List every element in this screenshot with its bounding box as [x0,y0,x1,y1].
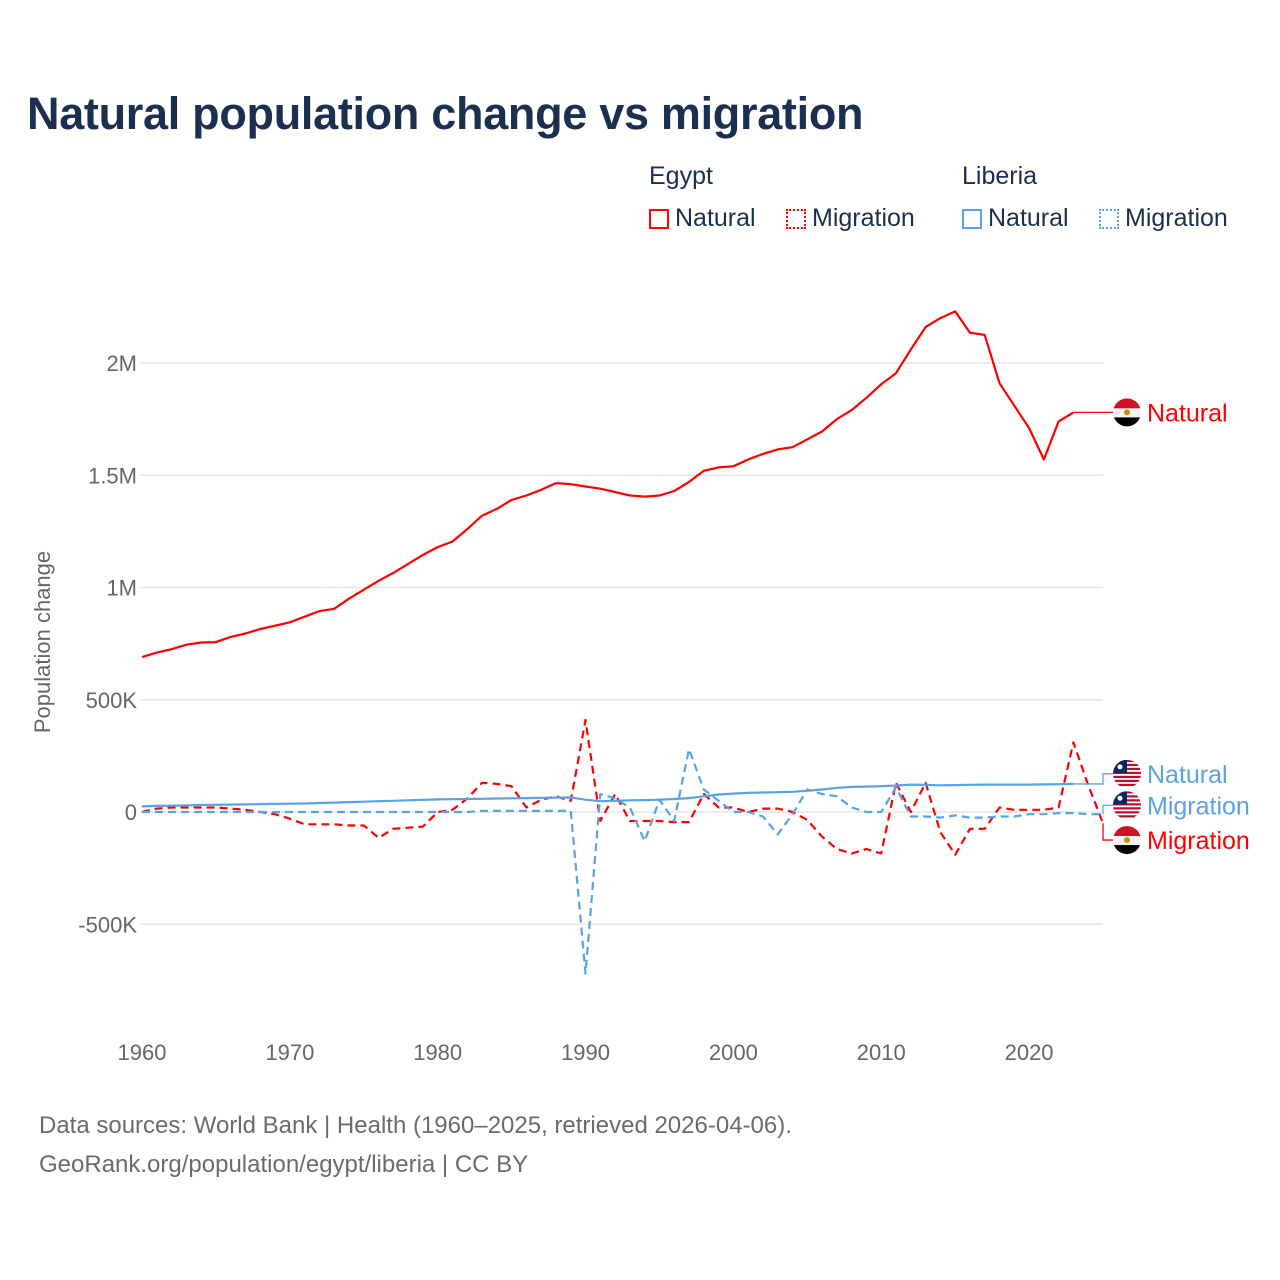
flag-body [1113,826,1141,855]
y-tick-label: 2M [106,351,137,376]
x-tick-label: 1980 [413,1040,462,1065]
series-line-liberia-natural [141,782,1074,808]
flag-body [1113,759,1141,787]
end-label: Migration [1147,827,1250,855]
legend-group-egypt: Egypt Natural Migration [649,162,915,232]
legend-swatch-dotted [786,208,806,229]
flag-stripe [1113,775,1141,779]
legend-group-title: Liberia [962,162,1038,190]
flag-stripe-red [1113,826,1141,837]
flag-stripe [1113,807,1141,810]
legend-swatch-solid [962,208,982,229]
flag-stripe [1113,779,1141,783]
end-label: Natural [1147,399,1228,427]
x-tick-label: 1990 [561,1040,610,1065]
flag-body [1113,791,1141,818]
series-line-egypt-migration [141,718,1105,856]
legend-swatch-solid [649,208,669,229]
egypt-flag-icon [1113,826,1141,855]
x-tick-label: 2020 [1005,1040,1054,1065]
flag-stripe [1113,771,1141,775]
series-line-liberia-migration [142,748,1103,975]
legend-item-liberia-natural[interactable]: Natural [962,204,1069,233]
end-label-connector [1102,804,1113,815]
legend-label: Natural [675,204,756,232]
end-label: Natural [1147,761,1228,789]
legend-label: Migration [812,204,915,232]
liberia-flag-icon [1113,791,1141,818]
end-label-connector [1102,823,1113,841]
y-axis-label: Population change [30,551,55,733]
footer-sources: Data sources: World Bank | Health (1960–… [39,1112,792,1139]
y-tick-label: 500K [86,688,138,713]
flag-stripe-red [1113,398,1141,409]
legend-item-egypt-natural[interactable]: Natural [649,204,756,233]
y-tick-label: 1M [106,576,137,601]
series-line-egypt-natural [141,310,1074,659]
x-tick-label: 2010 [857,1040,906,1065]
flag-eagle [1124,409,1130,416]
legend-label: Natural [988,204,1069,232]
flag-stripe [1113,783,1141,787]
legend-item-liberia-migration[interactable]: Migration [1099,204,1228,233]
y-tick-label: -500K [78,912,137,937]
legend-group-title: Egypt [649,162,713,190]
flag-stripe-black [1113,417,1141,427]
end-label: Migration [1147,792,1250,820]
flag-star [1117,795,1123,801]
flag-eagle [1124,837,1130,844]
flag-stripe [1113,815,1141,818]
x-tick-label: 2000 [709,1040,758,1065]
end-label-connector [1073,773,1113,785]
flag-stripe [1113,811,1141,814]
legend-swatch-dotted [1099,208,1119,229]
y-tick-label: 1.5M [88,463,137,488]
x-tick-label: 1970 [265,1040,314,1065]
legend-item-egypt-migration[interactable]: Migration [786,204,915,233]
x-tick-label: 1960 [118,1040,167,1065]
y-tick-label: 0 [125,800,137,825]
footer: Data sources: World Bank | Health (1960–… [39,1106,792,1184]
flag-stripe [1113,803,1141,806]
chart-title: Natural population change vs migration [27,88,864,139]
legend-label: Migration [1125,204,1228,232]
liberia-flag-icon [1113,759,1141,787]
flag-star [1117,764,1123,770]
legend-group-liberia: Liberia Natural Migration [962,162,1228,232]
flag-body [1113,398,1141,427]
egypt-flag-icon [1113,398,1141,427]
footer-link[interactable]: GeoRank.org/population/egypt/liberia | C… [39,1151,529,1178]
flag-stripe-black [1113,845,1141,855]
